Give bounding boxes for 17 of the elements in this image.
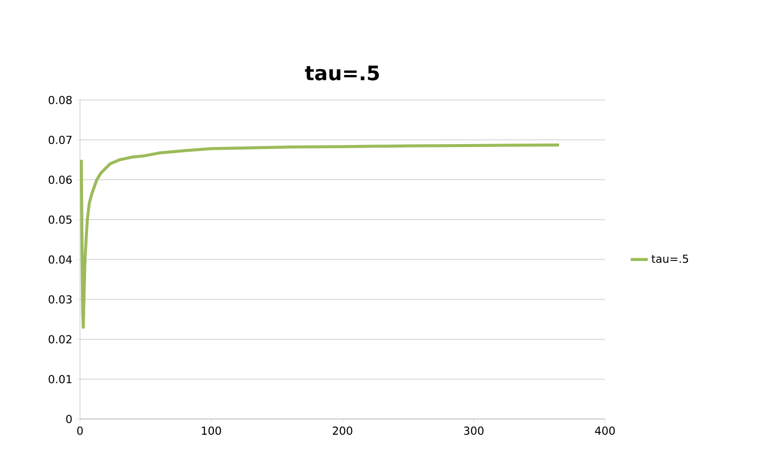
y-tick-label: 0.03 [48, 295, 72, 304]
y-tick-label: 0.04 [48, 255, 72, 264]
chart-title: tau=.5 [304, 66, 379, 80]
x-tick-label: 300 [464, 426, 484, 435]
y-tick-label: 0.05 [48, 215, 72, 224]
y-tick-label: 0.07 [48, 136, 72, 144]
line-series [80, 144, 561, 329]
y-tick-label: 0 [66, 414, 72, 424]
x-tick-label: 100 [202, 426, 222, 435]
y-tick-label: 0.06 [48, 176, 72, 184]
x-tick-label: 0 [77, 426, 83, 435]
y-tick-label: 0.08 [48, 96, 72, 104]
legend-label: tau=.5 [652, 254, 688, 263]
x-tick-label: 200 [332, 426, 352, 435]
y-tick-label: 0.02 [48, 335, 72, 344]
y-tick-label: 0.01 [48, 374, 72, 384]
x-tick-label: 400 [595, 426, 615, 435]
